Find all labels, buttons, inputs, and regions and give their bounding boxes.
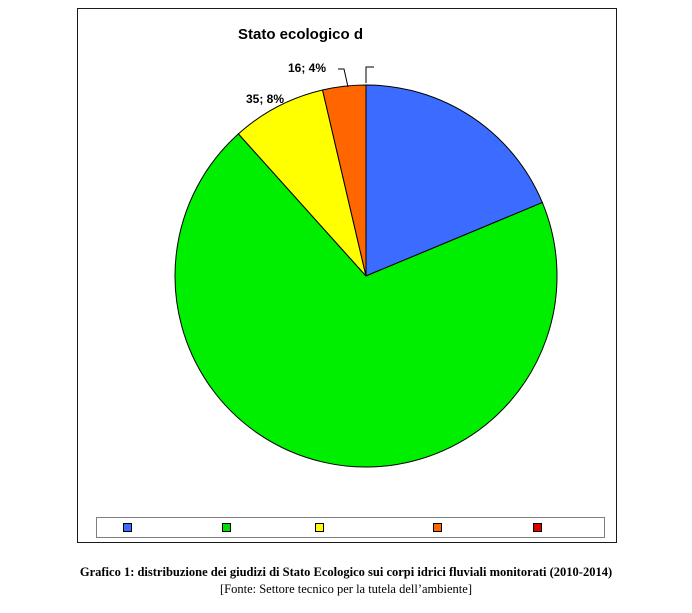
pie-leader-line-top	[365, 66, 374, 83]
pie-slice-3	[237, 89, 367, 277]
figure-caption: Grafico 1: distribuzione dei giudizi di …	[79, 565, 613, 579]
pie-slice-2	[174, 133, 558, 468]
legend-swatch-5	[533, 523, 542, 532]
pie-slice-1	[365, 84, 543, 277]
chart-title: Stato ecologico d	[238, 26, 364, 43]
legend-swatch-2	[222, 523, 231, 532]
legend-swatch-4	[433, 523, 442, 532]
pie-leader-line-4	[338, 68, 349, 88]
pie-data-label-4: 16; 4%	[288, 61, 326, 75]
pie-slice-4	[321, 84, 367, 277]
legend	[96, 517, 605, 538]
figure-source: [Fonte: Settore tecnico per la tutela de…	[220, 582, 472, 596]
legend-swatch-1	[123, 523, 132, 532]
pie-chart: 35; 8% 16; 4%	[174, 61, 558, 468]
pie-data-label-3: 35; 8%	[246, 92, 284, 106]
chart-frame: Stato ecologico d 35; 8% 16; 4%	[77, 8, 617, 543]
legend-swatch-3	[315, 523, 324, 532]
